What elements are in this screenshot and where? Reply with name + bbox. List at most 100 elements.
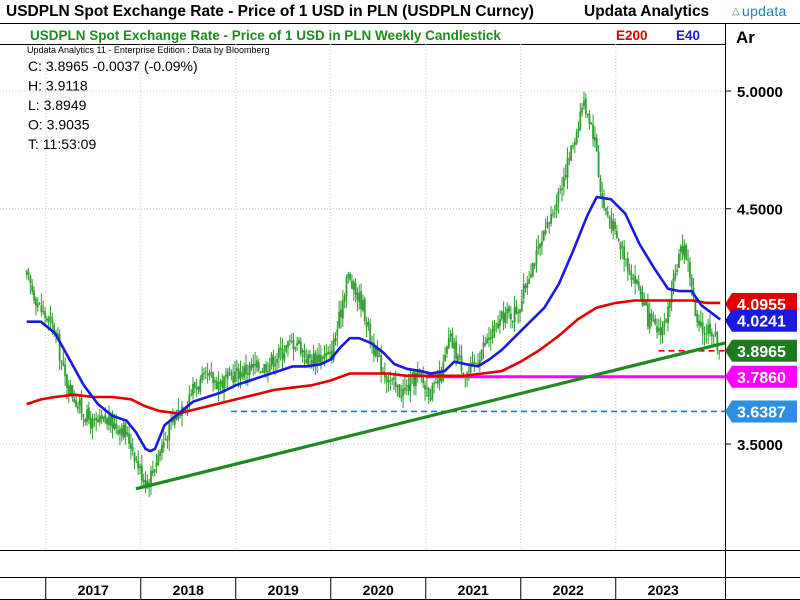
candle-body (639, 288, 642, 295)
candle-body (161, 445, 163, 453)
price-label-box (725, 292, 797, 315)
candle-body (678, 253, 680, 268)
candle-body (106, 418, 109, 425)
price-label-3-7860: 3.7860 (725, 365, 797, 388)
candle-body (162, 442, 165, 448)
candle-body (45, 318, 48, 321)
candle-body (683, 244, 686, 257)
candle-body (424, 385, 426, 390)
candle-body (583, 100, 585, 106)
candle-body (287, 341, 289, 348)
candle-body (429, 397, 432, 400)
candle-body (252, 363, 255, 368)
candle-body (157, 454, 160, 465)
candle-body (224, 374, 227, 377)
candle-body (436, 380, 439, 384)
candle-body (277, 348, 280, 359)
y-tick-label: 5.0000 (737, 84, 783, 101)
candle-body (115, 423, 118, 429)
candle-body (365, 322, 368, 328)
candle-body (137, 460, 140, 469)
vendor-name: Updata Analytics (584, 3, 710, 20)
candle-body (223, 376, 225, 390)
candle-body (606, 211, 609, 216)
candle-body (279, 347, 282, 350)
candle-body (201, 374, 204, 380)
candle-body (378, 355, 381, 357)
candle-body (676, 269, 679, 272)
candle-body (599, 178, 602, 193)
candle-body (393, 377, 395, 380)
candle-body (709, 323, 711, 334)
candle-body (215, 380, 218, 389)
candle-body (508, 306, 510, 312)
candle-body (345, 277, 348, 297)
candle-body (579, 111, 582, 130)
candle-body (120, 428, 123, 436)
candle-body (413, 371, 415, 387)
candle-body (643, 302, 646, 306)
candle-body (142, 479, 145, 482)
ohlc-readout-line: T: 11:53:09 (28, 136, 96, 152)
candle-body (394, 381, 397, 387)
candle-body (519, 309, 521, 313)
candle-body (58, 334, 61, 361)
candle-body (398, 384, 401, 396)
candle-body (111, 413, 114, 429)
candle-body (230, 371, 233, 376)
candle-body (405, 385, 408, 387)
candle-body (239, 371, 242, 379)
candle-body (648, 313, 651, 329)
candle-body (56, 333, 59, 337)
candle-body (641, 292, 644, 305)
candle-body (80, 398, 83, 414)
ohlc-readout-line: H: 3.9118 (28, 78, 88, 94)
candle-body (84, 419, 87, 423)
candle-body (203, 372, 205, 375)
candle-body (327, 352, 330, 354)
candle-body (195, 387, 198, 390)
candle-body (166, 439, 169, 442)
price-label-box (725, 400, 797, 423)
ohlc-readout-line: O: 3.9035 (28, 117, 90, 133)
candle-body (668, 302, 671, 309)
price-label-box (725, 309, 797, 332)
candle-body (478, 359, 481, 365)
candle-body (698, 320, 700, 326)
price-label-text: 3.8965 (737, 344, 786, 361)
candle-body (321, 356, 324, 360)
candle-body (391, 379, 394, 381)
candle-body (272, 356, 275, 367)
candle-body (469, 363, 472, 373)
candle-body (457, 355, 459, 361)
candle-body (212, 372, 214, 383)
candle-body (197, 386, 200, 390)
candle-body (400, 396, 403, 399)
candle-body (49, 316, 52, 319)
candle-body (67, 385, 70, 394)
candle-body (199, 379, 202, 393)
candle-body (128, 433, 130, 444)
page-title: USDPLN Spot Exchange Rate - Price of 1 U… (6, 3, 534, 20)
candle-body (91, 418, 94, 429)
candle-body (349, 274, 352, 280)
candle-body (283, 353, 286, 361)
candle-body (506, 308, 509, 314)
candle-body (164, 438, 167, 441)
candle-body (241, 373, 244, 377)
candle-body (42, 311, 45, 313)
candle-body (550, 214, 552, 224)
candle-body (431, 385, 434, 400)
candle-body (343, 295, 346, 302)
candle-body (679, 246, 682, 252)
candle-body (414, 373, 417, 386)
candle-body (82, 414, 85, 417)
candle-body (621, 246, 624, 248)
candle-body (358, 292, 361, 303)
candle-body (124, 422, 127, 437)
candle-body (261, 371, 264, 373)
candle-body (531, 262, 534, 277)
candle-body (568, 158, 571, 160)
price-label-3-6387: 3.6387 (725, 400, 797, 423)
candle-body (425, 387, 428, 389)
